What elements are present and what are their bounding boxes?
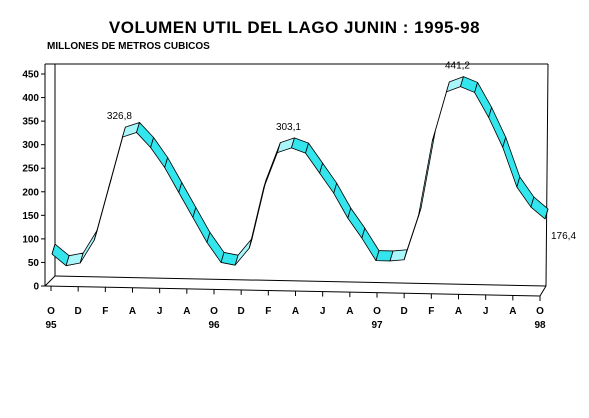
ribbon-segment <box>361 227 380 262</box>
y-axis: 0 50 100 150 200 250 300 350 400 450 <box>22 70 46 293</box>
x-tick-label: A <box>455 306 462 317</box>
y-tick-label: 0 <box>33 282 39 293</box>
ribbon-end-edge <box>544 208 549 220</box>
x-tick-label: A <box>292 306 299 317</box>
ribbon-segment <box>79 229 98 264</box>
ribbon-segment <box>136 122 155 148</box>
x-tick-label: F <box>102 306 108 317</box>
y-tick-label: 200 <box>22 187 39 198</box>
y-tick-label: 350 <box>22 117 39 128</box>
ribbon-segment <box>488 106 507 148</box>
ribbon-segment <box>178 182 197 218</box>
data-label: 303,1 <box>276 122 301 133</box>
x-tick-label: O <box>536 306 544 317</box>
y-tick-label: 450 <box>22 70 39 81</box>
x-tick-label: J <box>483 306 489 317</box>
x-tick-label: O <box>47 306 55 317</box>
x-tick-label: D <box>401 306 408 317</box>
ribbon-segment <box>192 207 211 243</box>
data-label: 441,2 <box>445 61 470 72</box>
data-label: 326,8 <box>107 111 132 122</box>
x-tick-label: D <box>75 306 82 317</box>
y-tick-label: 100 <box>22 234 39 245</box>
x-year-label: 97 <box>371 320 383 331</box>
ribbon-segment <box>164 157 183 193</box>
front-floor-edge <box>44 285 541 297</box>
ribbon-segment <box>530 196 549 220</box>
back-right-edge <box>545 63 549 287</box>
x-tick-label: J <box>157 306 163 317</box>
x-year-label: 95 <box>45 320 57 331</box>
x-tick-label: J <box>320 306 326 317</box>
chart-frame <box>44 63 549 297</box>
ribbon-segment <box>234 237 253 266</box>
ribbon-segment <box>319 162 338 194</box>
data-label: 176,4 <box>551 231 576 242</box>
ribbon-segment <box>206 232 225 263</box>
x-axis: O D F A J A O D F A J A O D F A J A O 95 96 97 98 <box>45 286 546 331</box>
ribbon-segment <box>417 130 436 218</box>
ribbon-segment <box>474 82 493 118</box>
ribbon-segment <box>516 176 535 208</box>
y-tick-label: 400 <box>22 93 39 104</box>
y-tick-label: 150 <box>22 211 39 222</box>
x-tick-label: A <box>183 306 190 317</box>
x-tick-label: O <box>210 306 218 317</box>
back-floor-edge <box>54 275 547 287</box>
x-tick-label: F <box>265 306 271 317</box>
y-tick-label: 250 <box>22 164 39 175</box>
y-axis-unit-label: MILLONES DE METROS CUBICOS <box>47 41 210 52</box>
ribbon-segment <box>502 136 521 188</box>
floor-left-depth <box>44 275 56 287</box>
ribbon-start-edge <box>51 243 56 255</box>
ribbon-segment <box>305 142 324 174</box>
x-tick-label: A <box>129 306 136 317</box>
volume-series <box>51 76 549 267</box>
ribbon-segment <box>333 182 352 219</box>
x-tick-label: O <box>373 306 381 317</box>
x-tick-label: F <box>428 306 434 317</box>
x-tick-label: A <box>346 306 353 317</box>
x-year-label: 96 <box>208 320 220 331</box>
x-year-label: 98 <box>534 320 546 331</box>
y-tick-label: 300 <box>22 140 39 151</box>
ribbon-segment <box>150 137 169 168</box>
ribbon-segment <box>262 142 281 190</box>
chart-title: VOLUMEN UTIL DEL LAGO JUNIN : 1995-98 <box>108 18 481 37</box>
x-tick-label: D <box>238 306 245 317</box>
floor-right-depth <box>539 285 547 297</box>
x-tick-label: A <box>509 306 516 317</box>
ribbon-segment <box>248 178 267 249</box>
data-labels: 326,8 303,1 441,2 176,4 <box>107 61 577 242</box>
y-tick-label: 50 <box>28 258 40 269</box>
ribbon-segment <box>347 207 366 239</box>
